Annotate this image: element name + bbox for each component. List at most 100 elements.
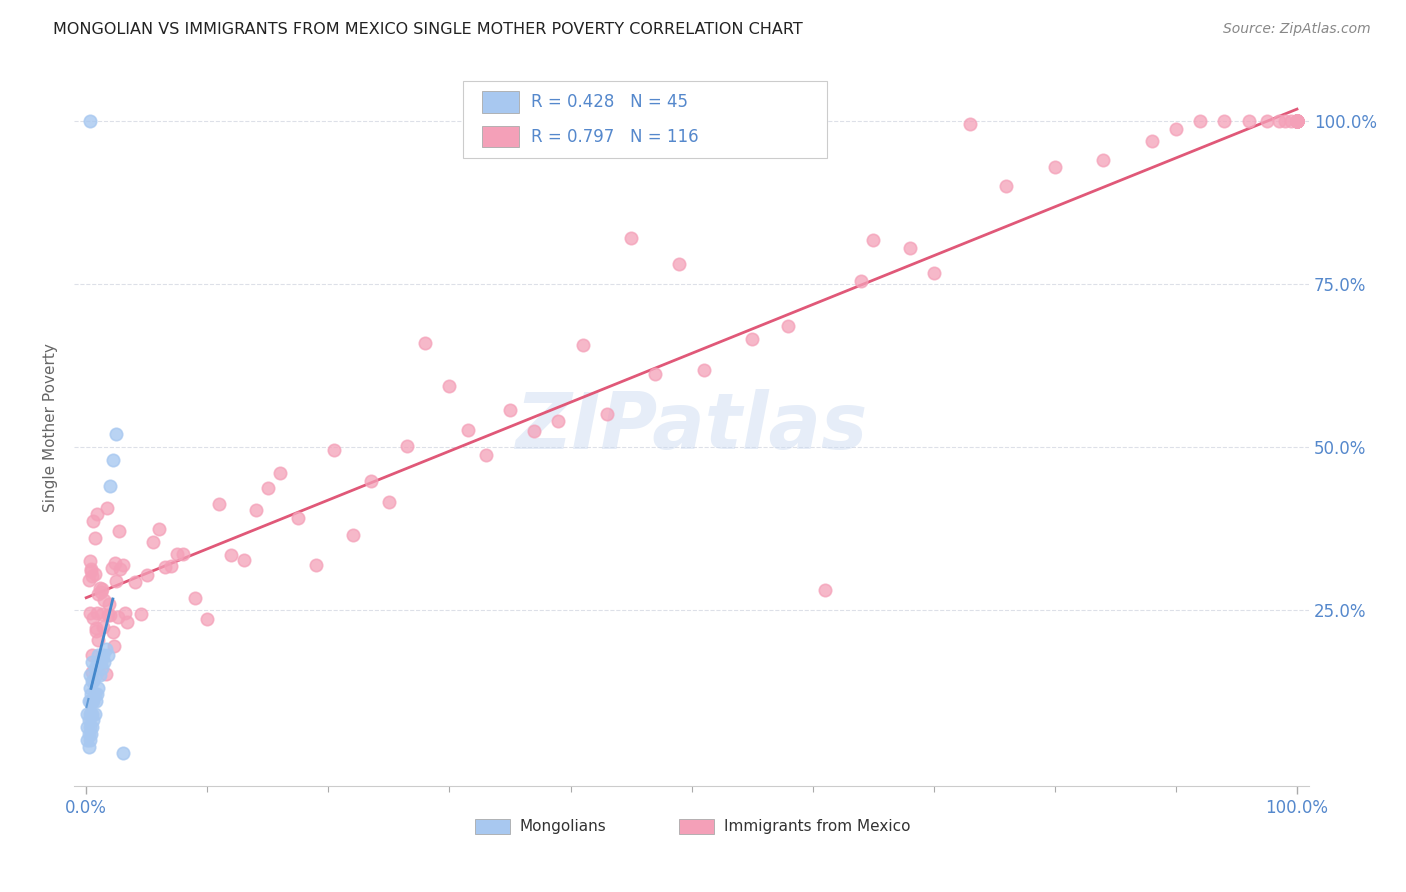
Point bbox=[96, 500, 118, 515]
Point bbox=[1237, 113, 1260, 128]
Point bbox=[87, 648, 110, 663]
Point bbox=[862, 233, 884, 247]
Point bbox=[778, 318, 800, 333]
Point bbox=[86, 507, 108, 521]
Point bbox=[360, 475, 382, 489]
Point bbox=[82, 655, 104, 669]
Point bbox=[1285, 113, 1308, 128]
Point bbox=[898, 241, 921, 255]
Point bbox=[1164, 121, 1187, 136]
Point bbox=[1285, 113, 1308, 128]
Point bbox=[84, 624, 107, 638]
Point bbox=[108, 562, 131, 576]
Point bbox=[1140, 135, 1163, 149]
Point bbox=[1279, 113, 1302, 128]
Point bbox=[82, 514, 104, 528]
Point bbox=[287, 511, 309, 525]
Point bbox=[82, 720, 104, 734]
Point bbox=[114, 606, 136, 620]
Point bbox=[1285, 113, 1308, 128]
Point bbox=[80, 726, 103, 740]
FancyBboxPatch shape bbox=[463, 80, 828, 158]
Point bbox=[1285, 113, 1308, 128]
Point bbox=[741, 332, 763, 346]
Point bbox=[208, 497, 231, 511]
Point bbox=[195, 612, 218, 626]
Point bbox=[172, 547, 194, 561]
Point bbox=[269, 466, 291, 480]
Point bbox=[105, 574, 128, 588]
Point bbox=[474, 448, 496, 462]
Point bbox=[124, 574, 146, 589]
Point bbox=[413, 335, 436, 350]
Point bbox=[83, 661, 105, 675]
FancyBboxPatch shape bbox=[475, 819, 510, 834]
Point bbox=[76, 733, 98, 747]
Point bbox=[1285, 113, 1308, 128]
Point bbox=[108, 524, 131, 538]
Text: ZIPatlas: ZIPatlas bbox=[516, 389, 868, 465]
Point bbox=[77, 573, 100, 587]
Point bbox=[76, 720, 98, 734]
Point bbox=[547, 414, 569, 428]
Point bbox=[849, 274, 872, 288]
Point bbox=[1285, 113, 1308, 128]
Point bbox=[221, 549, 243, 563]
Point bbox=[184, 591, 207, 605]
Point bbox=[86, 606, 108, 620]
Point bbox=[84, 621, 107, 635]
FancyBboxPatch shape bbox=[482, 126, 519, 147]
Point bbox=[87, 681, 110, 695]
Point bbox=[1285, 113, 1308, 128]
Point bbox=[111, 558, 134, 573]
Y-axis label: Single Mother Poverty: Single Mother Poverty bbox=[44, 343, 58, 511]
Point bbox=[93, 593, 115, 607]
Point bbox=[101, 625, 124, 640]
Point bbox=[83, 687, 105, 701]
Point bbox=[142, 535, 165, 549]
Point bbox=[1285, 113, 1308, 128]
Point bbox=[668, 257, 690, 271]
Point bbox=[959, 117, 981, 131]
Text: R = 0.428   N = 45: R = 0.428 N = 45 bbox=[531, 94, 688, 112]
Point bbox=[98, 597, 121, 611]
Point bbox=[1285, 113, 1308, 128]
Point bbox=[129, 607, 152, 621]
Point bbox=[82, 569, 104, 583]
Point bbox=[135, 568, 157, 582]
Point bbox=[91, 607, 114, 621]
Point bbox=[100, 561, 122, 575]
Point bbox=[91, 619, 114, 633]
Point bbox=[100, 479, 122, 493]
Point bbox=[457, 423, 479, 437]
Point bbox=[166, 547, 188, 561]
Point bbox=[245, 503, 267, 517]
Point bbox=[1213, 113, 1236, 128]
Point bbox=[107, 610, 129, 624]
Point bbox=[77, 726, 100, 740]
Point bbox=[153, 559, 176, 574]
Point bbox=[79, 733, 101, 747]
Point bbox=[97, 607, 120, 622]
Point bbox=[1285, 113, 1308, 128]
Point bbox=[77, 714, 100, 728]
Text: Immigrants from Mexico: Immigrants from Mexico bbox=[724, 819, 910, 834]
Point bbox=[644, 367, 666, 381]
Point bbox=[571, 338, 593, 352]
Point bbox=[148, 522, 170, 536]
Point bbox=[82, 674, 104, 689]
Point bbox=[1043, 160, 1066, 174]
Point bbox=[82, 714, 104, 728]
Point bbox=[87, 587, 110, 601]
Point bbox=[1285, 113, 1308, 128]
Point bbox=[256, 482, 278, 496]
Point bbox=[105, 426, 128, 441]
Point bbox=[1285, 113, 1308, 128]
Point bbox=[77, 694, 100, 708]
Point bbox=[79, 113, 101, 128]
Point bbox=[82, 665, 104, 679]
Point bbox=[76, 706, 98, 721]
Point bbox=[103, 640, 125, 654]
Point bbox=[79, 694, 101, 708]
Point bbox=[1285, 113, 1308, 128]
